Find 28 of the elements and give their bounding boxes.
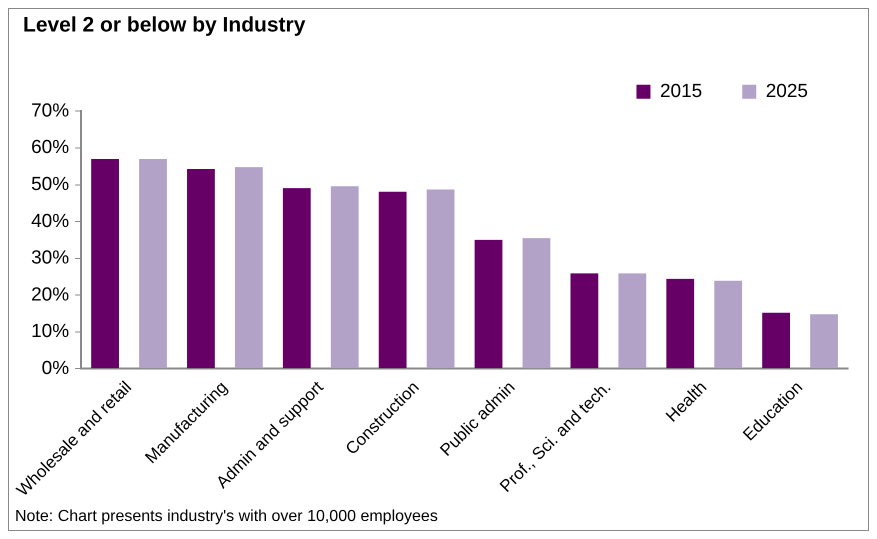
bar <box>330 186 359 368</box>
bar <box>187 168 215 368</box>
bar <box>474 240 502 368</box>
y-tick-label: 0% <box>42 358 70 379</box>
bar <box>378 192 407 368</box>
bar <box>522 238 550 368</box>
bar <box>810 314 838 368</box>
y-tick-label: 10% <box>31 321 70 342</box>
bar <box>762 312 790 368</box>
bar <box>139 159 167 368</box>
y-tick-label: 20% <box>31 284 70 306</box>
y-tick-label: 40% <box>31 210 70 232</box>
text: Note: Chart presents industry's with over 10,000 employees <box>15 508 438 526</box>
legend-label: 2025 <box>766 80 808 102</box>
y-tick-label: 30% <box>31 248 70 269</box>
bar <box>426 190 454 368</box>
chart-title: Level 2 or below by Industry <box>23 13 306 36</box>
bar <box>234 167 263 368</box>
bar <box>666 278 694 368</box>
y-tick-label: 50% <box>31 174 70 195</box>
bar <box>282 188 311 368</box>
bar <box>618 273 646 368</box>
bar <box>91 159 119 368</box>
bar <box>714 280 742 368</box>
y-tick-label: 70% <box>31 100 70 122</box>
y-tick-label: 60% <box>31 137 70 158</box>
bar <box>570 273 598 368</box>
legend-label: 2015 <box>660 80 702 102</box>
